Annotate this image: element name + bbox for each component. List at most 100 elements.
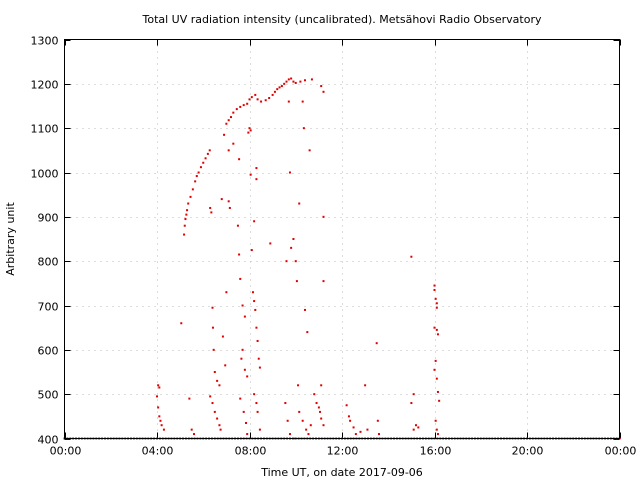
scatter-point <box>410 402 413 405</box>
scatter-point <box>434 419 437 422</box>
scatter-point <box>238 253 241 256</box>
scatter-point <box>308 149 311 152</box>
scatter-point <box>157 406 160 409</box>
scatter-point <box>159 419 162 422</box>
scatter-point <box>228 206 231 209</box>
scatter-point <box>180 322 183 325</box>
scatter-point <box>210 211 213 214</box>
curve-point <box>235 108 238 111</box>
x-tick-label: 04:00 <box>142 445 174 458</box>
scatter-point <box>317 406 320 409</box>
scatter-point <box>219 428 222 431</box>
scatter-point <box>254 308 257 311</box>
curve-point <box>294 81 297 84</box>
scatter-point <box>322 280 325 283</box>
x-axis-label: Time UT, on date 2017-09-06 <box>260 466 423 479</box>
scatter-point <box>359 430 362 433</box>
curve-point <box>225 122 228 125</box>
scatter-point <box>297 384 300 387</box>
scatter-point <box>253 220 256 223</box>
scatter-point <box>295 280 298 283</box>
scatter-point <box>250 249 253 252</box>
scatter-point <box>306 331 309 334</box>
scatter-point <box>435 328 438 331</box>
scatter-point <box>322 424 325 427</box>
curve-point <box>287 78 290 81</box>
y-tick-label: 900 <box>38 212 59 225</box>
curve-point <box>185 213 188 216</box>
scatter-point <box>213 410 216 413</box>
scatter-point <box>436 390 439 393</box>
scatter-point <box>435 306 438 309</box>
curve-point <box>184 218 187 221</box>
scatter-point <box>320 384 323 387</box>
scatter-point <box>227 149 230 152</box>
curve-point <box>322 90 325 93</box>
curve-point <box>283 82 286 85</box>
curve-point <box>199 166 202 169</box>
scatter-point <box>232 142 235 145</box>
scatter-point <box>412 428 415 431</box>
y-tick-label: 800 <box>38 256 59 269</box>
scatter-point <box>313 393 316 396</box>
scatter-point <box>257 357 260 360</box>
curve-point <box>197 171 200 174</box>
scatter-point <box>352 426 355 429</box>
scatter-point <box>288 171 291 174</box>
scatter-point <box>251 291 254 294</box>
scatter-point <box>218 384 221 387</box>
scatter-point <box>211 402 214 405</box>
scatter-point <box>315 402 318 405</box>
curve-point <box>271 93 274 96</box>
scatter-point <box>157 384 160 387</box>
scatter-point <box>255 402 258 405</box>
y-tick-label: 1200 <box>31 79 59 92</box>
scatter-point <box>211 306 214 309</box>
scatter-point <box>309 424 312 427</box>
scatter-point <box>307 433 310 436</box>
curve-point <box>273 90 276 93</box>
scatter-point <box>269 242 272 245</box>
scatter-point <box>213 371 216 373</box>
scatter-point <box>243 315 246 318</box>
scatter-point <box>212 348 215 351</box>
scatter-point <box>433 284 436 287</box>
curve-point <box>187 202 190 205</box>
scatter-point <box>436 433 439 436</box>
scatter-point <box>246 375 249 378</box>
scatter-point <box>410 255 413 258</box>
scatter-point <box>301 100 304 103</box>
curve-point <box>232 111 235 114</box>
scatter-point <box>256 339 259 342</box>
y-tick-label: 400 <box>38 434 59 447</box>
scatter-point <box>434 297 437 300</box>
curve-point <box>278 86 281 89</box>
scatter-point <box>301 419 304 422</box>
x-tick-label: 08:00 <box>235 445 267 458</box>
curve-point <box>285 80 288 83</box>
scatter-point <box>298 410 301 413</box>
scatter-point <box>255 178 258 181</box>
scatter-point <box>188 397 191 400</box>
scatter-point <box>227 200 230 203</box>
scatter-point <box>434 359 437 362</box>
scatter-point <box>253 300 256 303</box>
curve-point <box>230 116 232 119</box>
y-tick-label: 1000 <box>31 168 59 181</box>
scatter-point <box>433 326 436 329</box>
scatter-point <box>221 335 224 338</box>
scatter-point <box>438 399 441 402</box>
scatter-point <box>435 377 438 380</box>
curve-point <box>204 157 207 160</box>
curve-point <box>299 80 302 83</box>
scatter-point <box>354 433 357 436</box>
scatter-point <box>285 260 288 263</box>
scatter-point <box>417 426 420 429</box>
scatter-point <box>243 368 246 371</box>
scatter-point <box>216 417 219 420</box>
scatter-point <box>415 424 417 427</box>
y-tick-label: 1300 <box>31 35 59 48</box>
scatter-point <box>236 224 239 227</box>
scatter-point <box>347 415 350 418</box>
scatter-point <box>292 238 295 240</box>
